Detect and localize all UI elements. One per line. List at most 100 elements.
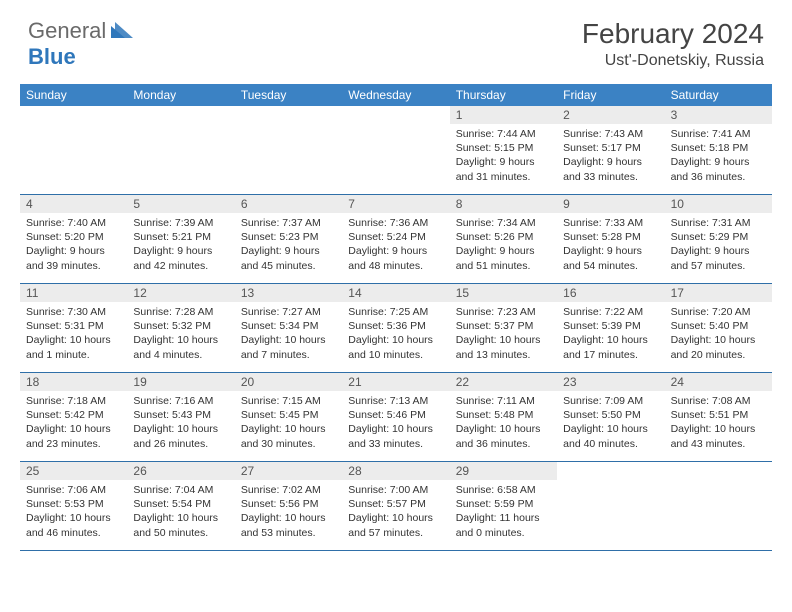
calendar-weeks: 1Sunrise: 7:44 AMSunset: 5:15 PMDaylight…	[20, 106, 772, 551]
day-number: 15	[450, 284, 557, 302]
day-number: 28	[342, 462, 449, 480]
dow-header-cell: Friday	[557, 84, 664, 106]
sunset-text: Sunset: 5:17 PM	[563, 141, 658, 155]
sunrise-text: Sunrise: 7:34 AM	[456, 216, 551, 230]
sunset-text: Sunset: 5:54 PM	[133, 497, 228, 511]
daylight-text: Daylight: 9 hours and 54 minutes.	[563, 244, 658, 272]
day-details: Sunrise: 7:44 AMSunset: 5:15 PMDaylight:…	[450, 124, 557, 188]
day-number: 9	[557, 195, 664, 213]
sunrise-text: Sunrise: 7:39 AM	[133, 216, 228, 230]
day-number: 3	[665, 106, 772, 124]
day-details: Sunrise: 7:28 AMSunset: 5:32 PMDaylight:…	[127, 302, 234, 366]
day-number: 21	[342, 373, 449, 391]
day-cell: 27 Sunrise: 7:02 AMSunset: 5:56 PMDayligh…	[235, 462, 342, 550]
day-details: Sunrise: 7:41 AMSunset: 5:18 PMDaylight:…	[665, 124, 772, 188]
day-details: Sunrise: 7:40 AMSunset: 5:20 PMDaylight:…	[20, 213, 127, 277]
day-number: 11	[20, 284, 127, 302]
daylight-text: Daylight: 9 hours and 39 minutes.	[26, 244, 121, 272]
sunrise-text: Sunrise: 7:25 AM	[348, 305, 443, 319]
sunset-text: Sunset: 5:32 PM	[133, 319, 228, 333]
week-row: 4Sunrise: 7:40 AMSunset: 5:20 PMDaylight…	[20, 195, 772, 284]
daylight-text: Daylight: 10 hours and 23 minutes.	[26, 422, 121, 450]
sunset-text: Sunset: 5:28 PM	[563, 230, 658, 244]
day-number: 20	[235, 373, 342, 391]
day-number: 13	[235, 284, 342, 302]
day-details: Sunrise: 7:09 AMSunset: 5:50 PMDaylight:…	[557, 391, 664, 455]
day-number: 14	[342, 284, 449, 302]
day-cell	[20, 106, 127, 194]
day-number: 23	[557, 373, 664, 391]
sunrise-text: Sunrise: 7:06 AM	[26, 483, 121, 497]
day-cell: 19Sunrise: 7:16 AMSunset: 5:43 PMDayligh…	[127, 373, 234, 461]
day-number: 27	[235, 462, 342, 480]
daylight-text: Daylight: 10 hours and 26 minutes.	[133, 422, 228, 450]
sunset-text: Sunset: 5:43 PM	[133, 408, 228, 422]
day-details: Sunrise: 7:39 AMSunset: 5:21 PMDaylight:…	[127, 213, 234, 277]
day-cell: 13Sunrise: 7:27 AMSunset: 5:34 PMDayligh…	[235, 284, 342, 372]
sunrise-text: Sunrise: 7:09 AM	[563, 394, 658, 408]
sunrise-text: Sunrise: 7:40 AM	[26, 216, 121, 230]
day-number: 25	[20, 462, 127, 480]
daylight-text: Daylight: 10 hours and 13 minutes.	[456, 333, 551, 361]
daylight-text: Daylight: 10 hours and 20 minutes.	[671, 333, 766, 361]
day-number: 29	[450, 462, 557, 480]
daylight-text: Daylight: 11 hours and 0 minutes.	[456, 511, 551, 539]
sunset-text: Sunset: 5:39 PM	[563, 319, 658, 333]
daylight-text: Daylight: 9 hours and 31 minutes.	[456, 155, 551, 183]
sunrise-text: Sunrise: 7:02 AM	[241, 483, 336, 497]
day-number: 2	[557, 106, 664, 124]
logo: General	[28, 18, 135, 44]
day-cell: 18Sunrise: 7:18 AMSunset: 5:42 PMDayligh…	[20, 373, 127, 461]
day-details: Sunrise: 7:00 AMSunset: 5:57 PMDaylight:…	[342, 480, 449, 544]
daylight-text: Daylight: 10 hours and 57 minutes.	[348, 511, 443, 539]
empty-day	[342, 106, 449, 124]
day-cell: 16Sunrise: 7:22 AMSunset: 5:39 PMDayligh…	[557, 284, 664, 372]
day-number: 1	[450, 106, 557, 124]
sunrise-text: Sunrise: 7:08 AM	[671, 394, 766, 408]
day-cell	[127, 106, 234, 194]
day-details: Sunrise: 7:31 AMSunset: 5:29 PMDaylight:…	[665, 213, 772, 277]
logo-blue-row: Blue	[28, 44, 76, 70]
sunset-text: Sunset: 5:40 PM	[671, 319, 766, 333]
sunset-text: Sunset: 5:20 PM	[26, 230, 121, 244]
daylight-text: Daylight: 10 hours and 7 minutes.	[241, 333, 336, 361]
daylight-text: Daylight: 10 hours and 33 minutes.	[348, 422, 443, 450]
daylight-text: Daylight: 10 hours and 53 minutes.	[241, 511, 336, 539]
sunset-text: Sunset: 5:18 PM	[671, 141, 766, 155]
day-number: 26	[127, 462, 234, 480]
day-number: 7	[342, 195, 449, 213]
day-details: Sunrise: 7:33 AMSunset: 5:28 PMDaylight:…	[557, 213, 664, 277]
day-number: 12	[127, 284, 234, 302]
day-number: 8	[450, 195, 557, 213]
sunrise-text: Sunrise: 7:44 AM	[456, 127, 551, 141]
empty-day	[235, 106, 342, 124]
empty-day	[557, 462, 664, 480]
sunset-text: Sunset: 5:50 PM	[563, 408, 658, 422]
sunrise-text: Sunrise: 7:33 AM	[563, 216, 658, 230]
day-cell	[235, 106, 342, 194]
sunrise-text: Sunrise: 7:43 AM	[563, 127, 658, 141]
sunrise-text: Sunrise: 7:15 AM	[241, 394, 336, 408]
day-details: Sunrise: 7:20 AMSunset: 5:40 PMDaylight:…	[665, 302, 772, 366]
day-number: 4	[20, 195, 127, 213]
day-number: 17	[665, 284, 772, 302]
sunrise-text: Sunrise: 7:23 AM	[456, 305, 551, 319]
day-details: Sunrise: 7:25 AMSunset: 5:36 PMDaylight:…	[342, 302, 449, 366]
day-cell: 4Sunrise: 7:40 AMSunset: 5:20 PMDaylight…	[20, 195, 127, 283]
sunrise-text: Sunrise: 7:37 AM	[241, 216, 336, 230]
day-cell: 28Sunrise: 7:00 AMSunset: 5:57 PMDayligh…	[342, 462, 449, 550]
sunset-text: Sunset: 5:42 PM	[26, 408, 121, 422]
daylight-text: Daylight: 9 hours and 48 minutes.	[348, 244, 443, 272]
sunset-text: Sunset: 5:56 PM	[241, 497, 336, 511]
sunrise-text: Sunrise: 7:16 AM	[133, 394, 228, 408]
day-details: Sunrise: 7:15 AMSunset: 5:45 PMDaylight:…	[235, 391, 342, 455]
day-cell: 9Sunrise: 7:33 AMSunset: 5:28 PMDaylight…	[557, 195, 664, 283]
week-row: 18Sunrise: 7:18 AMSunset: 5:42 PMDayligh…	[20, 373, 772, 462]
day-cell	[342, 106, 449, 194]
day-cell: 21Sunrise: 7:13 AMSunset: 5:46 PMDayligh…	[342, 373, 449, 461]
day-number: 16	[557, 284, 664, 302]
daylight-text: Daylight: 9 hours and 42 minutes.	[133, 244, 228, 272]
day-details: Sunrise: 7:34 AMSunset: 5:26 PMDaylight:…	[450, 213, 557, 277]
day-cell: 6Sunrise: 7:37 AMSunset: 5:23 PMDaylight…	[235, 195, 342, 283]
day-cell: 14Sunrise: 7:25 AMSunset: 5:36 PMDayligh…	[342, 284, 449, 372]
